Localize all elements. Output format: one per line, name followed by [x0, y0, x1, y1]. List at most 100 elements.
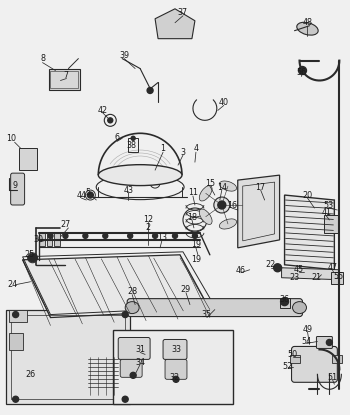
Text: 14: 14	[217, 183, 227, 192]
Text: 52: 52	[282, 362, 293, 371]
Circle shape	[13, 396, 19, 402]
Text: 24: 24	[8, 280, 18, 289]
Text: 7: 7	[64, 71, 69, 80]
Circle shape	[108, 118, 113, 123]
Circle shape	[147, 88, 153, 93]
Circle shape	[103, 233, 108, 238]
Text: 29: 29	[181, 285, 191, 294]
Text: 50: 50	[287, 350, 298, 359]
Circle shape	[13, 312, 19, 317]
Text: 8: 8	[40, 54, 45, 63]
Text: 34: 34	[135, 358, 145, 367]
FancyBboxPatch shape	[10, 173, 25, 205]
Circle shape	[88, 192, 93, 198]
Circle shape	[218, 201, 226, 209]
Text: 45: 45	[293, 265, 303, 274]
Circle shape	[173, 376, 179, 382]
Text: 55: 55	[333, 272, 343, 281]
Text: 10: 10	[7, 134, 17, 143]
Text: 46: 46	[236, 266, 246, 275]
Text: 48: 48	[302, 18, 313, 27]
Circle shape	[299, 66, 307, 75]
Ellipse shape	[219, 181, 237, 191]
Ellipse shape	[199, 186, 212, 201]
Circle shape	[327, 339, 332, 345]
Polygon shape	[282, 268, 340, 280]
Bar	[280, 298, 289, 308]
Bar	[9, 332, 23, 350]
Text: 37: 37	[178, 8, 188, 17]
Ellipse shape	[293, 302, 307, 314]
Text: 54: 54	[301, 337, 312, 346]
Text: 39: 39	[119, 51, 129, 60]
Text: 32: 32	[169, 373, 179, 382]
Text: 41: 41	[321, 208, 331, 217]
Ellipse shape	[237, 196, 246, 214]
Text: 21: 21	[312, 273, 322, 282]
Text: 19: 19	[191, 240, 201, 249]
Bar	[10, 315, 125, 399]
Polygon shape	[23, 255, 210, 317]
FancyBboxPatch shape	[165, 359, 187, 379]
Ellipse shape	[98, 165, 182, 186]
Circle shape	[274, 264, 282, 272]
Bar	[332, 355, 342, 364]
Text: 15: 15	[205, 178, 215, 188]
Ellipse shape	[297, 22, 318, 35]
FancyBboxPatch shape	[163, 339, 187, 359]
Bar	[49, 68, 80, 90]
Bar	[324, 215, 338, 233]
Polygon shape	[285, 195, 334, 270]
Bar	[128, 138, 138, 152]
Circle shape	[214, 197, 230, 213]
Text: 13: 13	[157, 233, 167, 242]
Circle shape	[122, 396, 128, 402]
FancyBboxPatch shape	[316, 337, 332, 349]
Text: 6: 6	[115, 133, 120, 142]
Text: 12: 12	[143, 215, 153, 225]
Circle shape	[48, 233, 53, 238]
Text: 35: 35	[202, 310, 212, 319]
Bar	[55, 232, 61, 246]
FancyBboxPatch shape	[120, 359, 142, 377]
Text: 56: 56	[296, 68, 307, 77]
Circle shape	[281, 298, 288, 305]
Text: 42: 42	[97, 106, 107, 115]
FancyBboxPatch shape	[292, 347, 337, 382]
Ellipse shape	[199, 209, 212, 225]
Circle shape	[131, 136, 135, 140]
Text: 26: 26	[26, 370, 36, 379]
Text: 44: 44	[76, 190, 86, 200]
Text: 27: 27	[60, 220, 71, 229]
Text: 2: 2	[146, 223, 150, 232]
Text: 1: 1	[161, 144, 166, 153]
Text: 3: 3	[181, 148, 186, 157]
Ellipse shape	[219, 219, 237, 229]
Text: 17: 17	[256, 183, 266, 192]
Text: 51: 51	[327, 373, 337, 382]
Text: 18: 18	[187, 213, 197, 222]
Text: 33: 33	[171, 345, 181, 354]
Circle shape	[193, 233, 197, 238]
Text: 5: 5	[86, 188, 91, 197]
Text: 16: 16	[227, 200, 237, 210]
FancyBboxPatch shape	[118, 337, 150, 359]
Text: 47: 47	[327, 263, 337, 272]
Bar	[331, 272, 343, 284]
FancyBboxPatch shape	[127, 299, 302, 317]
Text: 43: 43	[123, 186, 133, 195]
Text: 4: 4	[194, 144, 198, 153]
Text: 19: 19	[191, 255, 201, 264]
Circle shape	[173, 233, 177, 238]
Circle shape	[63, 233, 68, 238]
Bar	[289, 355, 300, 364]
Bar	[50, 71, 78, 88]
Bar	[47, 232, 52, 246]
Text: 22: 22	[266, 260, 276, 269]
Text: 11: 11	[188, 188, 198, 197]
Text: 23: 23	[289, 273, 300, 282]
Text: 20: 20	[302, 190, 313, 200]
Polygon shape	[155, 9, 195, 39]
Text: 9: 9	[12, 181, 17, 190]
Circle shape	[29, 254, 36, 262]
